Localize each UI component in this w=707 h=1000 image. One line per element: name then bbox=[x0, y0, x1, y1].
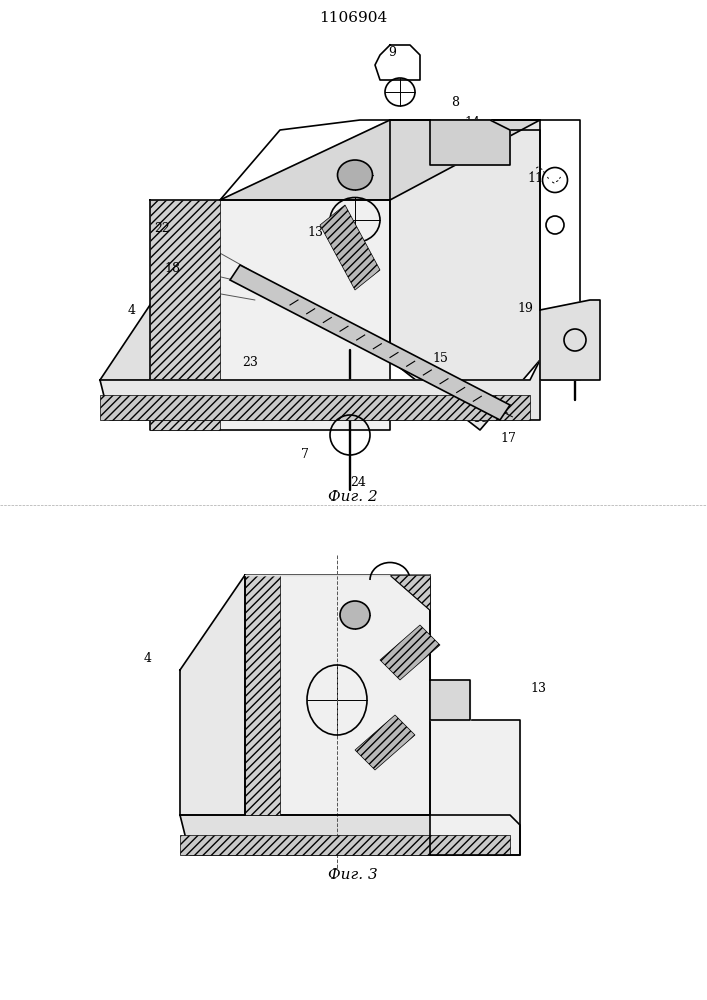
Polygon shape bbox=[430, 680, 470, 720]
Text: 11: 11 bbox=[527, 172, 543, 184]
Text: 14: 14 bbox=[464, 115, 480, 128]
Ellipse shape bbox=[337, 160, 373, 190]
Polygon shape bbox=[245, 575, 280, 815]
Polygon shape bbox=[150, 200, 390, 430]
Text: 22: 22 bbox=[154, 222, 170, 234]
Text: Фиг. 2: Фиг. 2 bbox=[328, 490, 378, 504]
Polygon shape bbox=[180, 815, 520, 855]
Text: 15: 15 bbox=[432, 352, 448, 364]
Text: 13: 13 bbox=[530, 682, 546, 694]
Text: 4: 4 bbox=[144, 652, 152, 664]
Polygon shape bbox=[430, 120, 510, 165]
Text: 5: 5 bbox=[164, 398, 172, 412]
Polygon shape bbox=[180, 575, 245, 815]
Text: 13: 13 bbox=[307, 227, 323, 239]
Polygon shape bbox=[380, 625, 440, 680]
Text: 7: 7 bbox=[301, 448, 309, 462]
Polygon shape bbox=[100, 395, 530, 420]
Text: 8: 8 bbox=[451, 96, 459, 108]
Text: 9: 9 bbox=[388, 45, 396, 58]
Polygon shape bbox=[245, 575, 430, 815]
Ellipse shape bbox=[340, 601, 370, 629]
Polygon shape bbox=[355, 715, 415, 770]
Text: 4: 4 bbox=[128, 304, 136, 316]
Text: 16: 16 bbox=[472, 412, 488, 424]
Polygon shape bbox=[390, 575, 430, 610]
Polygon shape bbox=[230, 265, 510, 420]
Polygon shape bbox=[390, 120, 540, 430]
Text: 23: 23 bbox=[242, 356, 258, 368]
Polygon shape bbox=[150, 200, 220, 430]
Text: 17: 17 bbox=[500, 432, 516, 444]
Text: 18: 18 bbox=[164, 261, 180, 274]
Polygon shape bbox=[100, 360, 540, 420]
Text: 19: 19 bbox=[517, 302, 533, 314]
Polygon shape bbox=[320, 205, 380, 290]
Text: 12: 12 bbox=[462, 380, 478, 393]
Text: 20: 20 bbox=[557, 342, 573, 355]
Text: 1106904: 1106904 bbox=[319, 11, 387, 25]
Text: 24: 24 bbox=[350, 476, 366, 488]
Polygon shape bbox=[100, 200, 220, 380]
Text: Фиг. 3: Фиг. 3 bbox=[328, 868, 378, 882]
Polygon shape bbox=[180, 835, 510, 855]
Polygon shape bbox=[220, 120, 540, 200]
Polygon shape bbox=[540, 300, 600, 380]
Polygon shape bbox=[430, 720, 520, 855]
